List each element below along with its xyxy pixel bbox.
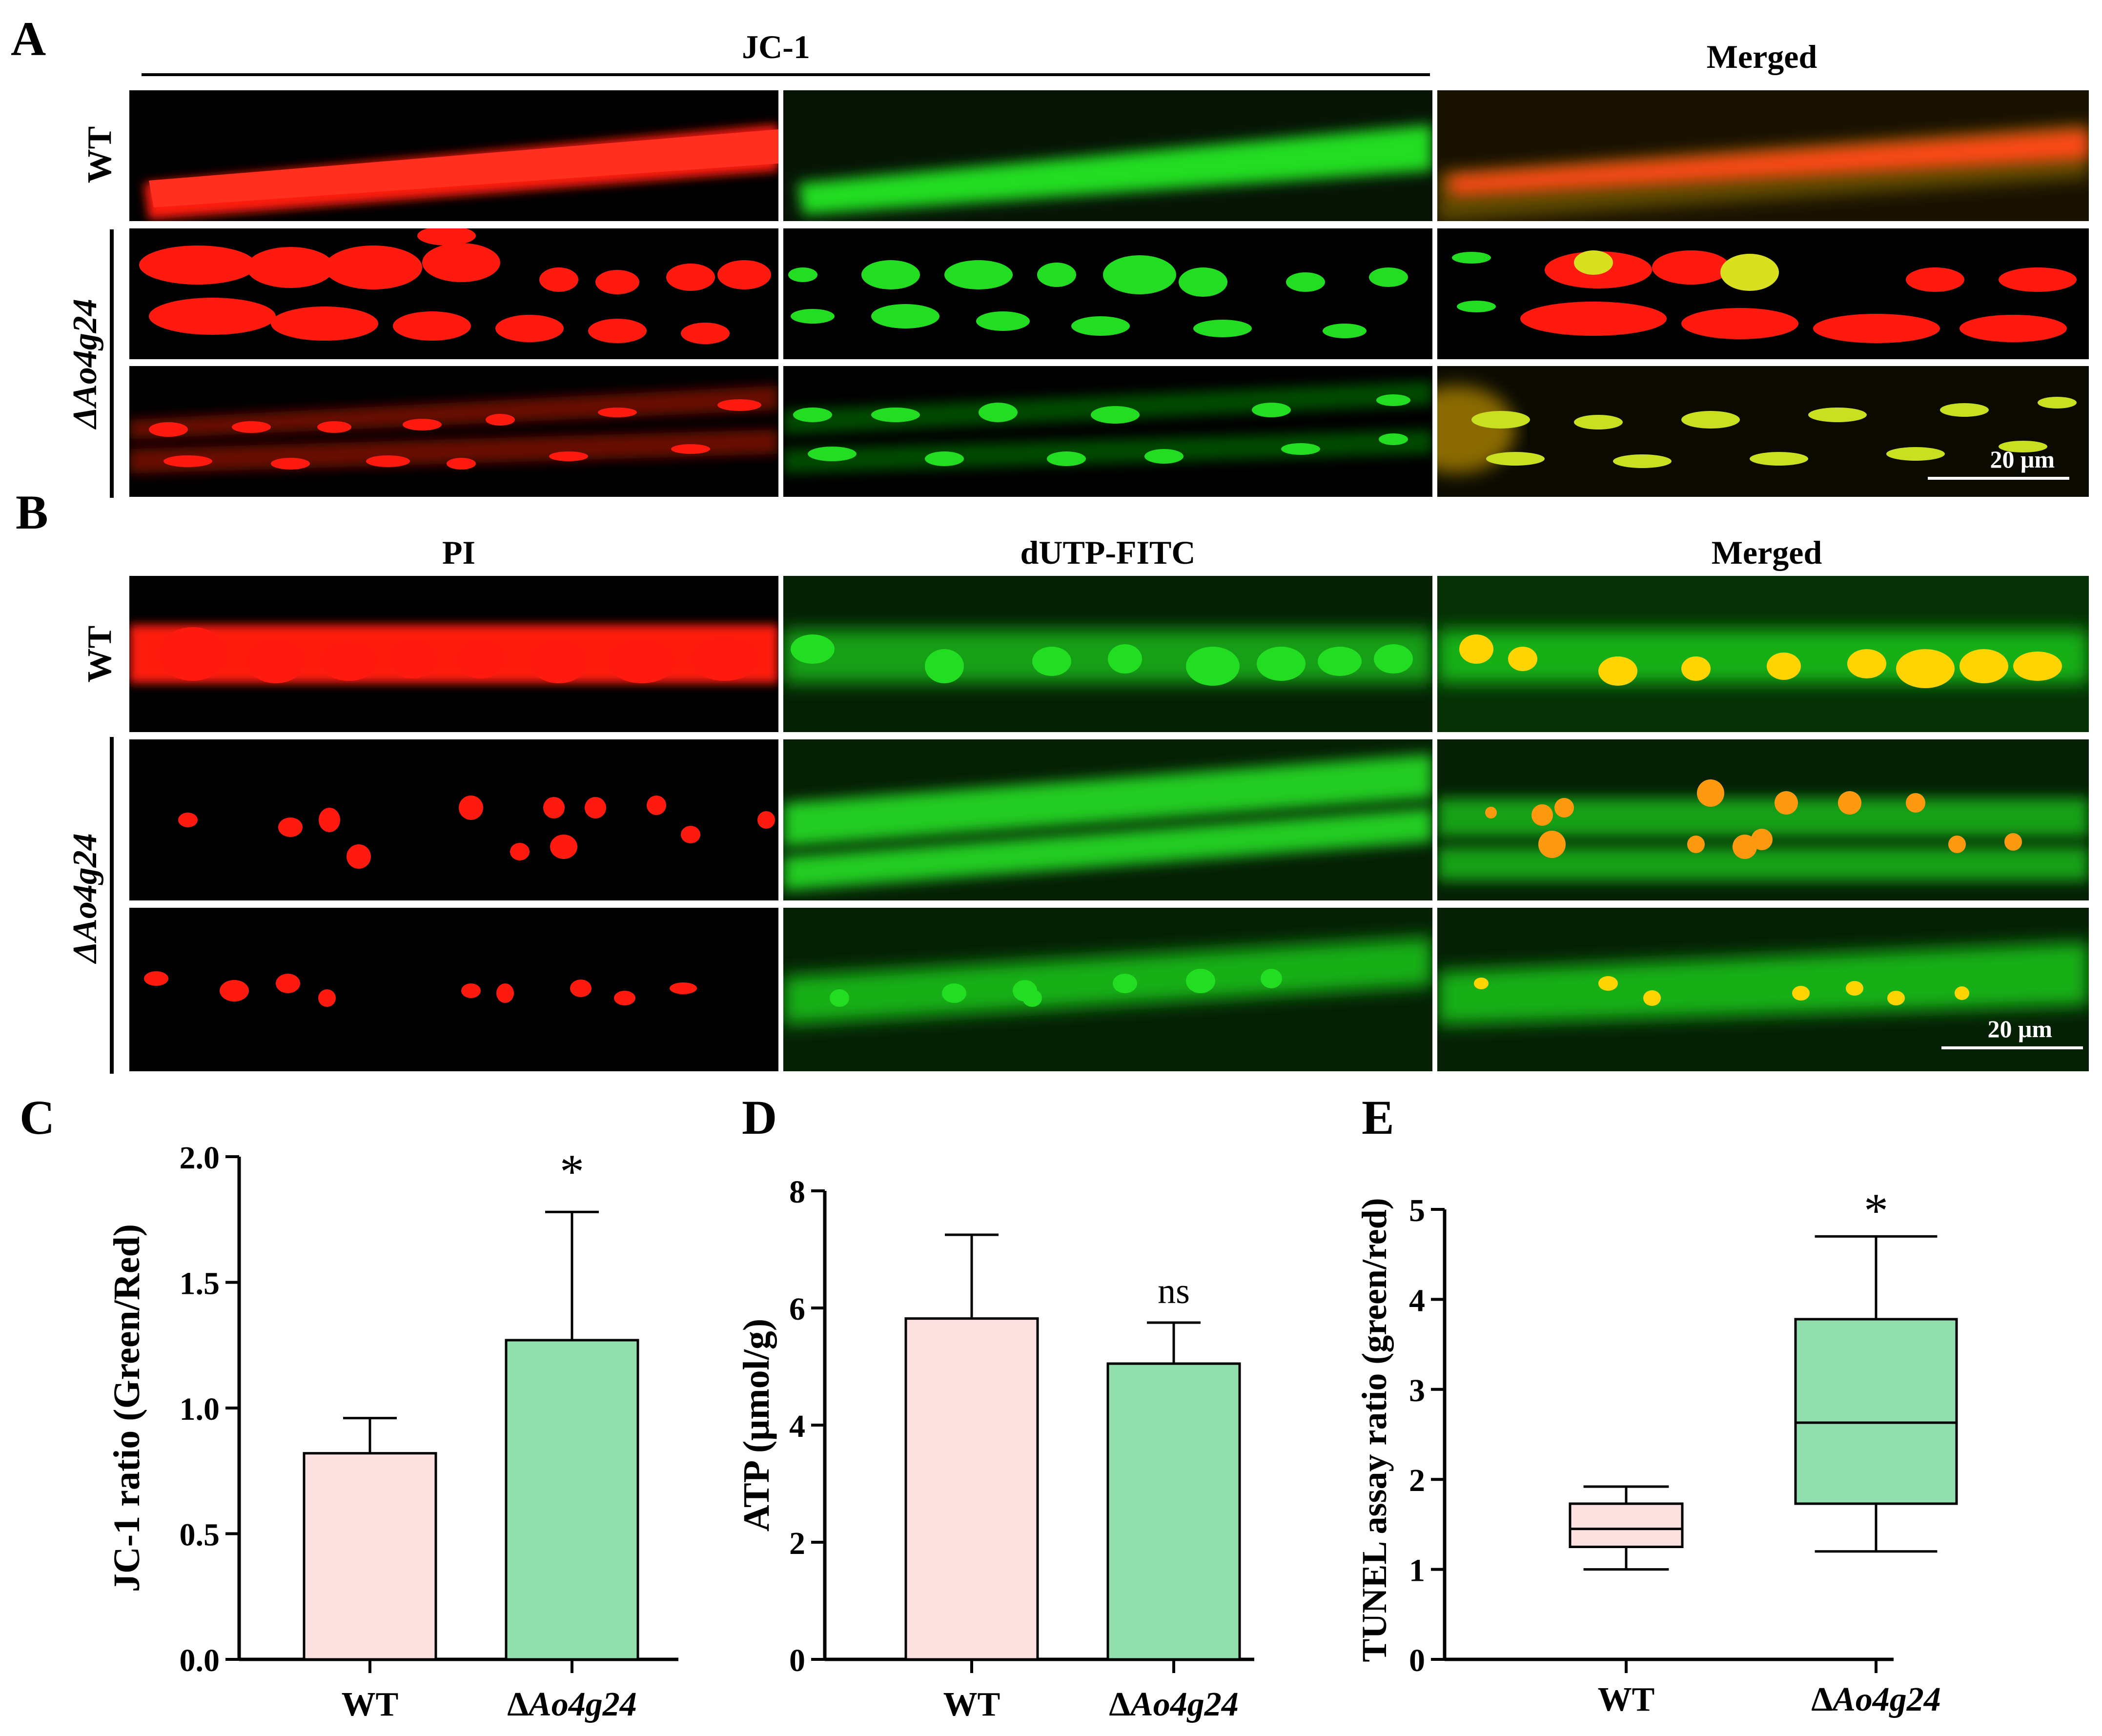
- chart-d: 0 2 4 6 8 WT ΔAo4g24 ATP (μmol/g) ns: [736, 1174, 1254, 1723]
- panel-b-mutant-fitc-image-2: [783, 908, 1432, 1071]
- panel-b-mutant-pi-image-2: [129, 908, 778, 1071]
- chart-d-ylabel: ATP (μmol/g): [736, 1319, 777, 1532]
- d-xtick-label-1: ΔAo4g24: [1109, 1686, 1239, 1723]
- panel-b-mutant-fitc-image-1: [783, 739, 1432, 900]
- e-ytick-label-3: 3: [1409, 1373, 1425, 1409]
- panel-letter-c: C: [20, 1090, 55, 1144]
- panel-a-mutant-merged-image-1: [1437, 228, 2089, 359]
- c-bar-1: [505, 1339, 639, 1661]
- panel-letter-a: A: [11, 12, 46, 66]
- panel-a-mutant-red-image-2: [129, 366, 778, 497]
- panel-a-title-merged: Merged: [1706, 38, 1817, 75]
- panel-a-title-jc1: JC-1: [742, 28, 810, 65]
- e-ytick-label-5: 5: [1409, 1193, 1425, 1228]
- chart-c: 0.0 0.5 1.0 1.5 2.0 WT ΔAo4g24 JC-1 ratio (Gr…: [106, 1140, 678, 1723]
- c-ytick-label-4: 2.0: [180, 1140, 220, 1176]
- c-ytick-label-0: 0.0: [180, 1643, 220, 1678]
- d-ytick-label-3: 6: [789, 1291, 805, 1327]
- e-ytick-label-2: 2: [1409, 1463, 1425, 1498]
- panel-a-mutant-green-image-2: [783, 366, 1432, 497]
- d-bar-1: [1106, 1362, 1241, 1661]
- panel-b-mutant-merged-image-2: 20 μm: [1437, 908, 2089, 1071]
- c-ytick-label-1: 0.5: [180, 1517, 220, 1553]
- panel-a-row-label-wt: WT: [81, 126, 119, 184]
- panel-b-scale-bar: [1941, 1046, 2083, 1049]
- c-bar-0: [303, 1452, 437, 1661]
- e-ytick-label-1: 1: [1409, 1553, 1425, 1589]
- panel-b-scale-bar-label: 20 μm: [1987, 1015, 2053, 1042]
- panel-letter-b: B: [16, 485, 48, 539]
- panel-b-title-merged: Merged: [1711, 534, 1822, 571]
- e-xtick-label-1: ΔAo4g24: [1811, 1681, 1941, 1718]
- d-ytick-label-0: 0: [789, 1643, 805, 1678]
- chart-d-significance-ns: ns: [1158, 1271, 1190, 1311]
- chart-e-significance-star: *: [1864, 1183, 1888, 1237]
- panel-b-wt-pi-image: [129, 576, 778, 732]
- panel-b-mutant-bracket: [110, 737, 114, 1074]
- chart-e-axes: [1443, 1209, 1894, 1661]
- panel-a-title-rule: [142, 73, 1430, 76]
- panel-b-mutant-merged-image-1: [1437, 739, 2089, 900]
- d-ytick-label-4: 8: [789, 1174, 805, 1210]
- panel-a-wt-red-image: [129, 90, 778, 221]
- panel-a-mutant-green-image-1: [783, 228, 1432, 359]
- c-xtick-label-0: WT: [342, 1686, 399, 1723]
- panel-a-scale-bar-label: 20 μm: [1990, 446, 2055, 473]
- e-ytick-label-0: 0: [1409, 1643, 1425, 1678]
- e-xtick-label-0: WT: [1598, 1681, 1655, 1718]
- panel-b-row-label-wt: WT: [81, 625, 119, 683]
- panel-letter-e: E: [1362, 1090, 1394, 1144]
- panel-letter-d: D: [742, 1090, 777, 1144]
- panel-a-wt-merged-image: [1437, 90, 2089, 221]
- e-ytick-label-4: 4: [1409, 1283, 1425, 1318]
- d-xtick-label-0: WT: [943, 1686, 1000, 1723]
- panel-a-wt-green-image: [783, 90, 1432, 221]
- chart-c-ylabel: JC-1 ratio (Green/Red): [106, 1224, 147, 1592]
- e-box-1: [1794, 1318, 1958, 1505]
- panel-a-mutant-red-image-1: [129, 228, 778, 359]
- panel-b-mutant-pi-image-1: [129, 739, 778, 900]
- chart-c-significance-star: *: [560, 1144, 584, 1198]
- panel-b-title-pi: PI: [442, 534, 475, 571]
- panel-a-mutant-bracket: [110, 229, 114, 498]
- d-bar-0: [904, 1317, 1039, 1661]
- c-ytick-label-2: 1.0: [180, 1391, 220, 1427]
- panel-b-wt-fitc-image: [783, 576, 1432, 732]
- panel-a-scale-bar: [1928, 477, 2069, 480]
- e-box-0: [1569, 1502, 1684, 1548]
- panel-b-title-dutp-fitc: dUTP-FITC: [1020, 534, 1196, 571]
- panel-b-wt-merged-image: [1437, 576, 2089, 732]
- chart-e-ylabel: TUNEL assay ratio (green/red): [1355, 1198, 1394, 1662]
- d-ytick-label-1: 2: [789, 1526, 805, 1561]
- c-ytick-label-3: 1.5: [180, 1266, 220, 1302]
- chart-e: 0 1 2 3 4 5 WT ΔAo4g24 TUNEL assay ratio (gree…: [1355, 1183, 1958, 1718]
- d-ytick-label-2: 4: [789, 1409, 805, 1444]
- c-xtick-label-1: ΔAo4g24: [507, 1686, 637, 1723]
- panel-b-row-label-mutant: ΔAo4g24: [66, 833, 104, 963]
- panel-a-row-label-mutant: ΔAo4g24: [66, 299, 104, 429]
- panel-a-mutant-merged-image-2: 20 μm: [1437, 366, 2089, 497]
